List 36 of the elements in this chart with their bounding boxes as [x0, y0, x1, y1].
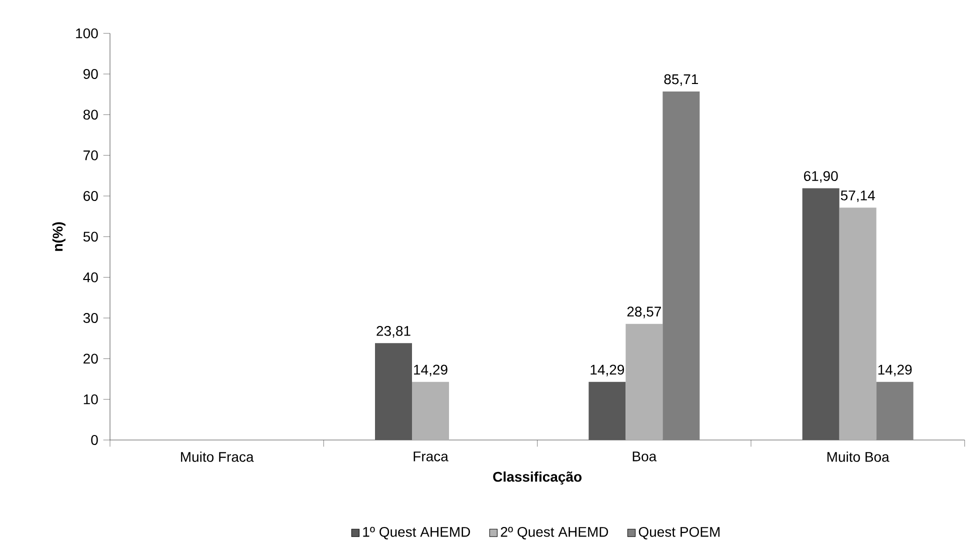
y-tick-label: 60 [84, 191, 98, 201]
y-tick-label: 70 [84, 150, 98, 160]
y-tick-label: 10 [84, 394, 98, 404]
data-label: 14,29 [590, 364, 624, 376]
bar [839, 208, 876, 440]
bar [626, 324, 663, 440]
data-label: 14,29 [414, 364, 448, 376]
legend-label: 1º Quest AHEMD [363, 526, 470, 540]
y-tick-label: 80 [83, 110, 98, 120]
legend-label: Quest POEM [638, 526, 720, 540]
y-tick-label: 0 [91, 435, 98, 445]
y-tick-label: 40 [83, 272, 98, 282]
data-label: 28,57 [627, 306, 661, 318]
bar [662, 91, 700, 440]
y-axis-title: n(%) [52, 222, 66, 251]
y-tick-label: 100 [76, 28, 98, 38]
data-label: 14,29 [878, 364, 912, 376]
y-tick-label: 50 [83, 232, 98, 242]
data-label: 23,81 [376, 326, 410, 338]
bar [412, 382, 450, 440]
x-tick-label: Boa [632, 452, 657, 462]
legend-label: 2º Quest AHEMD [500, 526, 608, 540]
data-label: 57,14 [840, 190, 875, 202]
x-axis-title: Classificação [493, 471, 582, 485]
x-tick-label: Muito Boa [827, 452, 890, 462]
data-label: 85,71 [664, 74, 698, 86]
y-tick-label: 20 [84, 354, 98, 364]
bar [588, 382, 626, 440]
bar [375, 343, 412, 440]
bar [802, 188, 840, 440]
bar [876, 382, 914, 440]
y-tick-label: 30 [83, 313, 98, 323]
y-tick-label: 90 [83, 69, 98, 79]
x-tick-label: Fraca [414, 452, 448, 462]
x-tick-label: Muito Fraca [181, 452, 254, 462]
data-label: 61,90 [804, 171, 838, 183]
